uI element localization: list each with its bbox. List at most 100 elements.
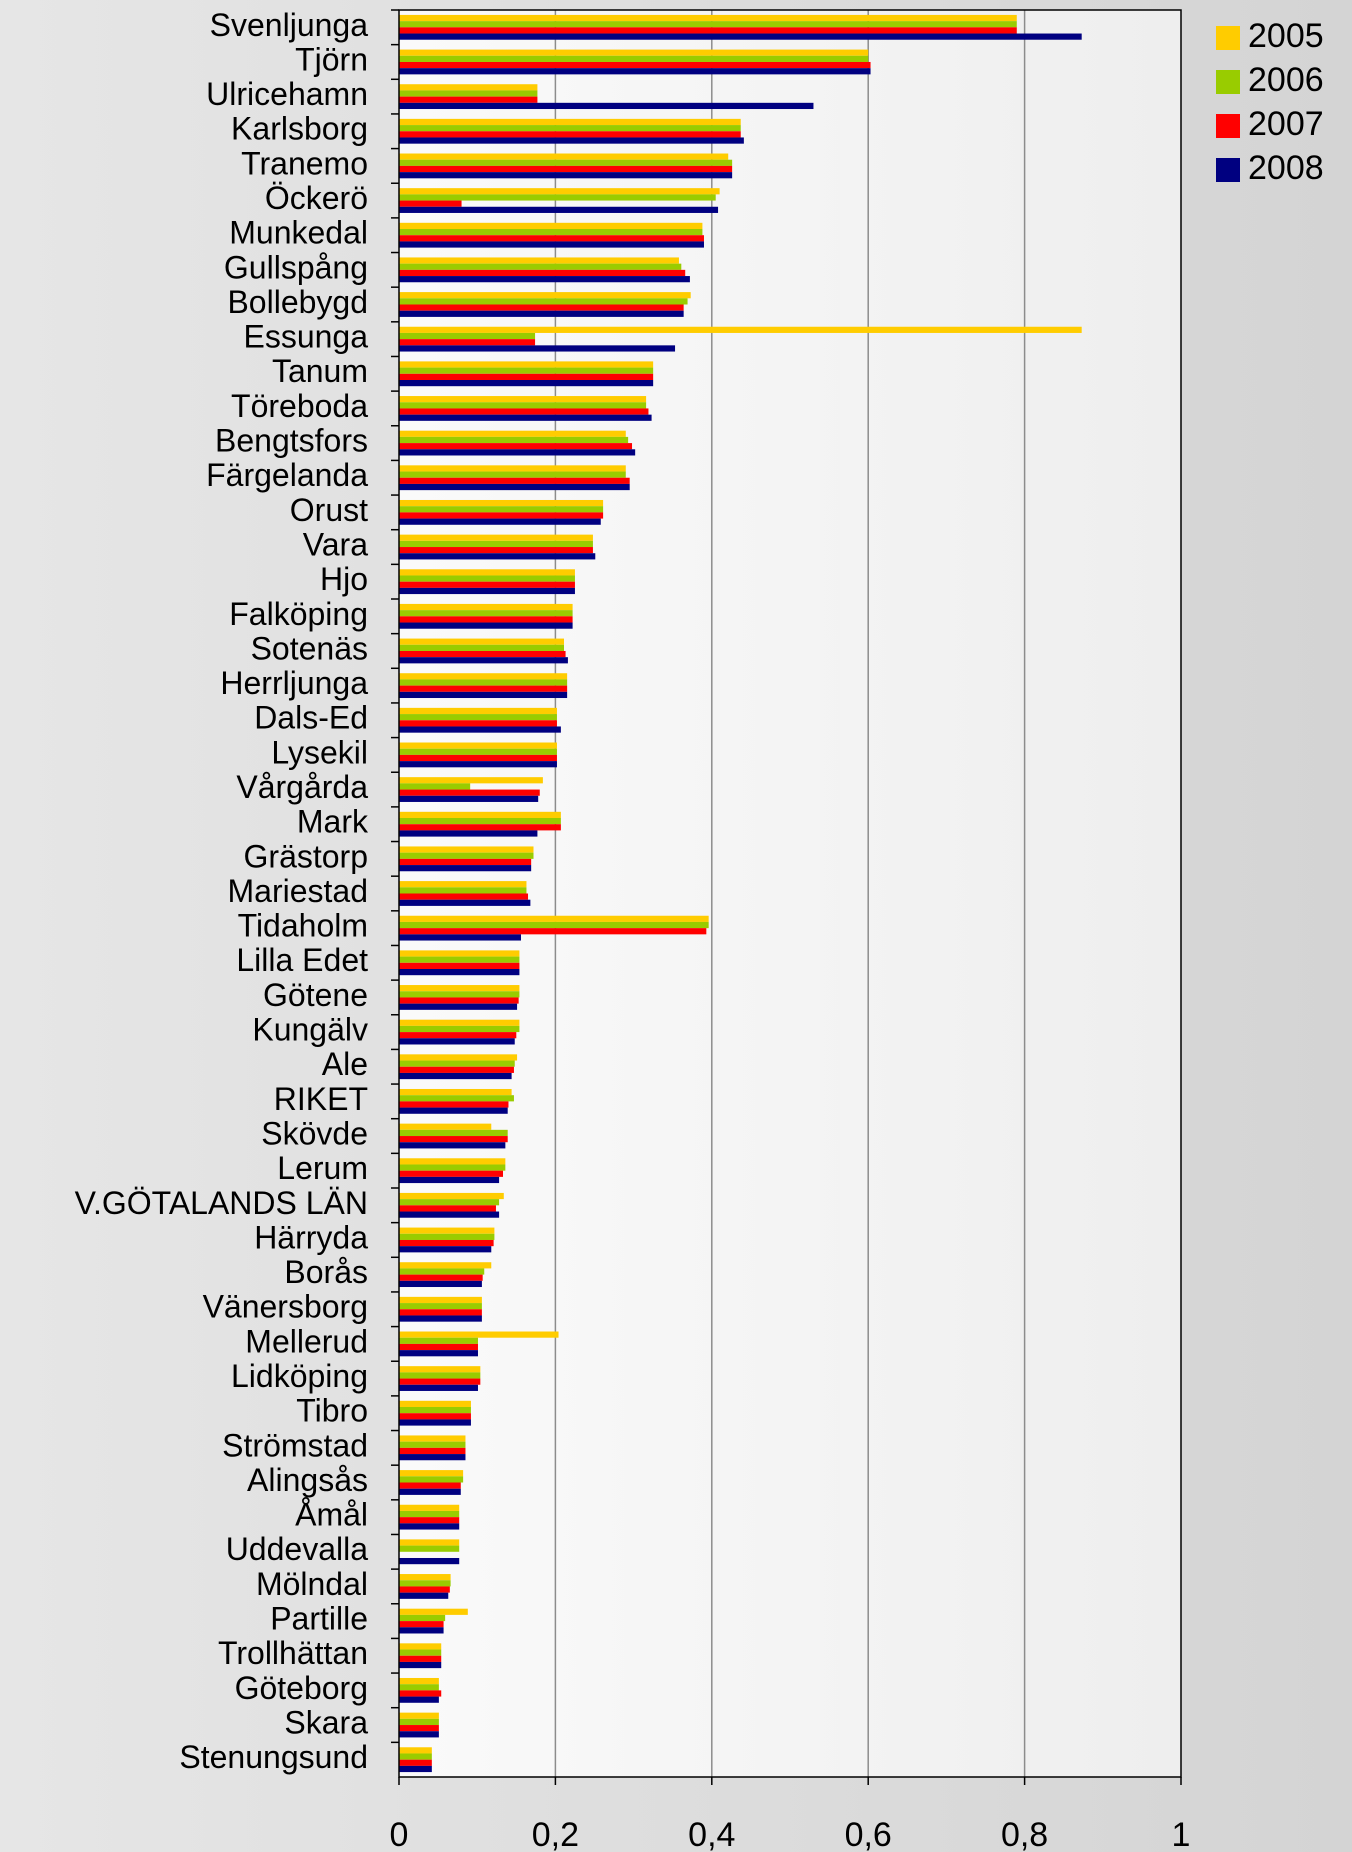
bar [399,1296,482,1304]
bar [399,131,741,138]
legend-swatch [1216,26,1240,50]
bar [399,1400,471,1408]
bar [399,1268,485,1275]
bar [399,499,604,507]
bar [399,1192,504,1200]
bar [399,1454,466,1461]
bar [399,102,814,110]
bar [399,430,626,437]
bar [399,991,520,998]
bar [399,1372,481,1379]
y-tick-label: Kungälv [252,1012,368,1048]
bar [399,1072,512,1080]
bar [399,1274,483,1281]
bar [399,968,520,976]
bar [399,292,691,299]
bar [399,893,529,900]
y-tick-label: Bollebygd [227,284,368,320]
bar [399,748,557,755]
y-tick-label: Tranemo [241,145,368,181]
y-tick-label: Mölndal [256,1566,368,1602]
bar [399,1164,506,1171]
legend-swatch [1216,70,1240,94]
bar [399,581,575,588]
bar [399,1366,481,1373]
x-tick-label: 0,2 [532,1816,579,1852]
y-tick-label: Sotenäs [251,630,368,666]
bar [399,1227,495,1234]
y-tick-label: Lysekil [271,734,368,770]
y-tick-label: Lidköping [231,1358,368,1394]
bar [399,1038,515,1045]
bar [399,235,704,242]
y-tick-label: Borås [284,1254,368,1290]
y-tick-label: Skövde [261,1115,368,1151]
y-tick-label: Ale [322,1046,368,1082]
bar [399,200,462,207]
bar [399,928,707,935]
y-tick-label: Vårgårda [236,769,368,805]
bar [399,118,741,126]
bar [399,610,573,617]
bar [399,241,704,248]
bar [399,1614,446,1622]
bar [399,811,561,819]
y-tick-label: Uddevalla [226,1531,369,1567]
bar [399,1696,439,1703]
bar [399,1025,520,1033]
bar [399,603,573,611]
y-tick-label: Orust [290,492,368,528]
bar [399,1378,481,1385]
bar [399,587,575,595]
bar [399,1413,471,1420]
y-tick-label: Gullspång [224,249,368,285]
bar [399,276,690,283]
bar [399,153,729,160]
bar [399,1441,466,1448]
bar [399,1129,508,1137]
bar [399,1523,460,1530]
bar [399,304,684,311]
bar [399,934,521,941]
bar [399,1176,500,1184]
bar [399,691,568,699]
bar [399,1725,439,1732]
bar [399,1470,464,1477]
bar [399,506,604,513]
bar [399,553,596,560]
x-tick-label: 0,8 [1001,1816,1048,1852]
bar [399,818,561,825]
bar [399,339,536,346]
bar [399,49,869,56]
bar [399,742,557,749]
bar [399,396,647,403]
y-tick-label: V.GÖTALANDS LÄN [75,1185,368,1221]
bar [399,14,1017,22]
bar [399,298,688,305]
y-tick-label: Stenungsund [179,1739,368,1775]
bar [399,1608,468,1615]
bar [399,33,1082,40]
bar [399,997,519,1004]
y-tick-label: Partille [270,1601,368,1637]
plot-border [398,9,1182,1778]
bar [399,172,733,179]
y-tick-label: Ulricehamn [206,76,368,112]
y-tick-label: Mariestad [228,873,369,909]
bar [399,540,593,548]
bar [399,471,626,478]
bar [399,1280,482,1288]
y-tick-label: Vara [303,526,368,562]
legend-swatch [1216,114,1240,138]
bar [399,1101,509,1108]
bar [399,915,709,922]
y-tick-label: Töreboda [231,388,368,424]
bar [399,1592,449,1599]
bar [399,1435,466,1442]
bar [399,846,534,853]
bar [399,795,539,802]
y-tick-label: Grästorp [244,838,368,874]
bar [399,899,531,906]
y-tick-label: Skara [284,1704,368,1740]
legend-label: 2007 [1248,105,1324,143]
